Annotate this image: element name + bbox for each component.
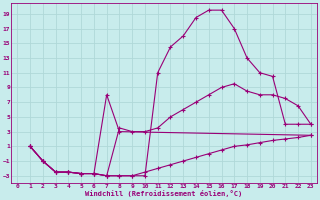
X-axis label: Windchill (Refroidissement éolien,°C): Windchill (Refroidissement éolien,°C) xyxy=(85,190,243,197)
